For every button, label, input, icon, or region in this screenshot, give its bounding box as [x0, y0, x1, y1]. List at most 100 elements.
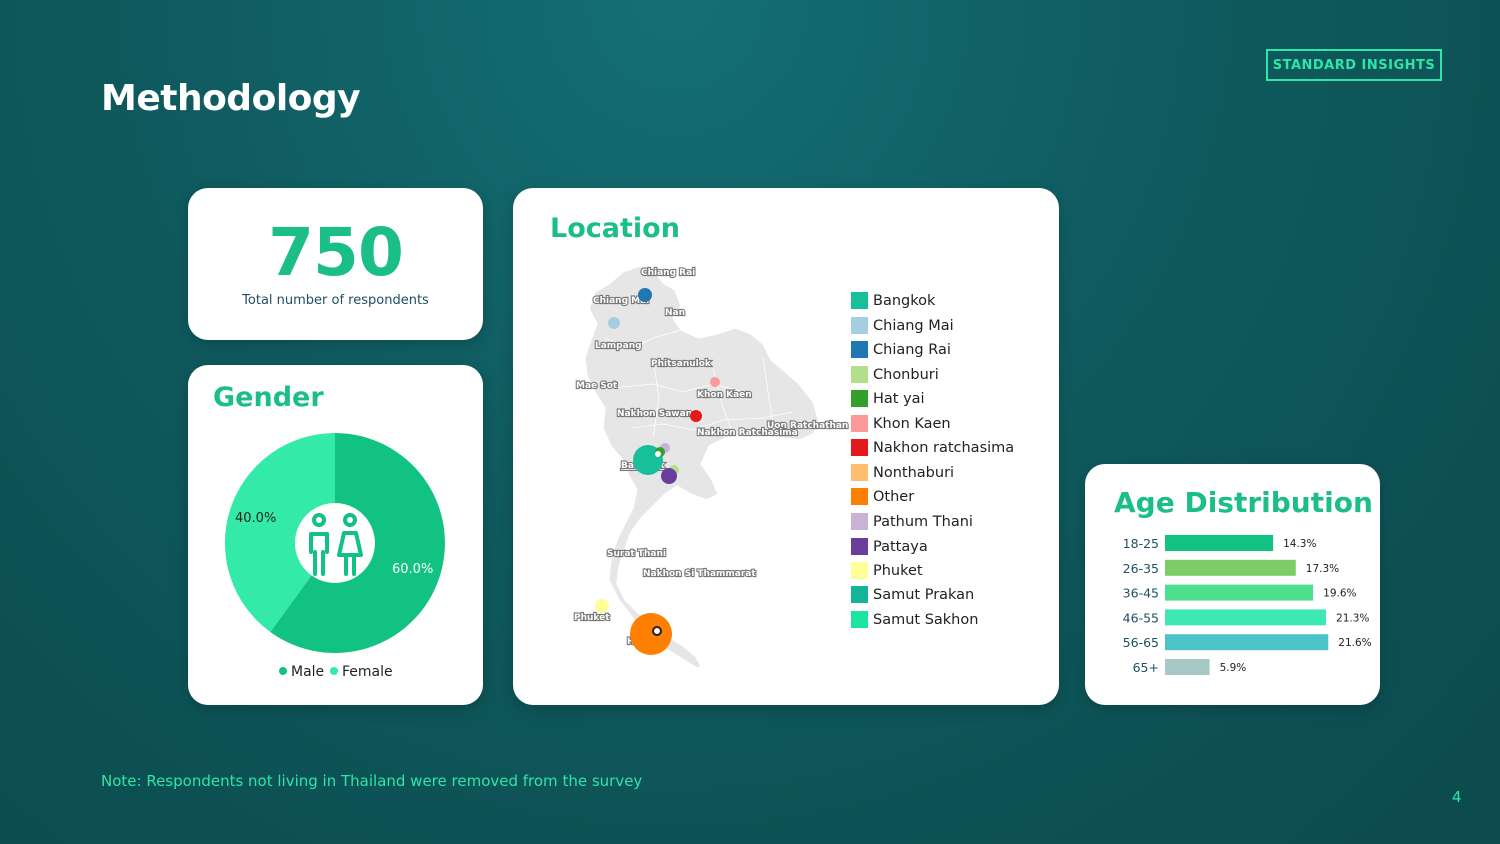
- province-borders: [604, 329, 794, 609]
- brand-badge: STANDARD INSIGHTS: [1266, 49, 1442, 81]
- map-label-ubon: Uon Ratchathan: [767, 421, 848, 431]
- map-label-surat-thani: Surat Thani: [607, 549, 666, 559]
- footnote: Note: Respondents not living in Thailand…: [101, 772, 643, 790]
- gender-slice-male: [270, 433, 445, 653]
- gender-label-female: 40.0%: [235, 511, 276, 526]
- legend-swatch: [851, 611, 868, 628]
- legend-label: Nakhon ratchasima: [873, 439, 1015, 456]
- legend-swatch: [851, 390, 868, 407]
- legend-item[interactable]: Chiang Rai: [851, 341, 951, 358]
- marker-khon-kaen[interactable]: [710, 377, 720, 387]
- map-label-phitsanulok: Phitsanulok: [651, 359, 712, 369]
- legend-label: Pattaya: [873, 538, 928, 555]
- gender-label-male: 60.0%: [392, 562, 433, 577]
- legend-label: Chiang Mai: [873, 317, 954, 334]
- map-label-chiang-rai: Chiang Rai: [641, 268, 695, 278]
- age-category-label: 18-25: [1123, 536, 1159, 551]
- gender-slice-female: [224, 433, 335, 632]
- legend-swatch: [851, 562, 868, 579]
- legend-label: Hat yai: [873, 390, 925, 407]
- marker-chiang-mai[interactable]: [608, 317, 620, 329]
- marker-chiang-rai[interactable]: [638, 288, 652, 302]
- gender-heading: Gender: [213, 382, 324, 413]
- map-label-nakhon-sawan: Nakhon Sawan: [617, 409, 692, 419]
- gender-donut-chart: 40.0% 60.0% Male Female: [224, 433, 445, 680]
- legend-item[interactable]: Pathum Thani: [851, 513, 973, 530]
- legend-item[interactable]: Other: [851, 488, 914, 505]
- legend-label: Chonburi: [873, 366, 939, 383]
- legend-item[interactable]: Samut Sakhon: [851, 611, 978, 628]
- legend-swatch: [851, 341, 868, 358]
- thailand-map: Chiang Rai Chiang Mai Nan Lampang Phitsa…: [573, 265, 849, 669]
- legend-female-dot: [330, 667, 338, 675]
- age-value-label: 21.6%: [1338, 637, 1371, 649]
- legend-item[interactable]: Bangkok: [851, 292, 935, 309]
- location-heading: Location: [550, 213, 680, 244]
- age-bar: [1165, 535, 1274, 551]
- map-label-nan: Nan: [665, 308, 685, 318]
- total-respondents-number: 750: [268, 214, 404, 291]
- legend-item[interactable]: Samut Prakan: [851, 586, 974, 603]
- legend-swatch: [851, 415, 868, 432]
- marker-phuket[interactable]: [595, 599, 609, 613]
- male-female-icon: [309, 513, 363, 576]
- legend-item[interactable]: Chiang Mai: [851, 317, 954, 334]
- marker-other[interactable]: [630, 613, 672, 655]
- age-value-label: 17.3%: [1306, 563, 1339, 575]
- legend-label: Chiang Rai: [873, 341, 951, 358]
- legend-item[interactable]: Nakhon ratchasima: [851, 439, 1014, 456]
- legend-item[interactable]: Khon Kaen: [851, 415, 951, 432]
- page-title: Methodology: [101, 78, 361, 119]
- legend-item[interactable]: Chonburi: [851, 366, 939, 383]
- age-category-label: 56-65: [1123, 635, 1159, 650]
- legend-male-dot: [279, 667, 287, 675]
- legend-swatch: [851, 464, 868, 481]
- legend-swatch: [851, 317, 868, 334]
- age-value-label: 19.6%: [1323, 588, 1356, 600]
- legend-label: Khon Kaen: [873, 415, 951, 432]
- legend-item[interactable]: Phuket: [851, 562, 923, 579]
- age-value-label: 5.9%: [1220, 662, 1247, 674]
- age-distribution-card: Age Distribution 18-25 14.3% 26-35 17.3% 36-…: [1085, 464, 1380, 705]
- legend-label: Samut Sakhon: [873, 611, 979, 628]
- total-respondents-caption: Total number of respondents: [242, 293, 429, 308]
- marker-hat-yai-pin: [652, 626, 662, 636]
- page-number: 4: [1452, 788, 1462, 806]
- legend-item[interactable]: Hat yai: [851, 390, 925, 407]
- legend-label: Samut Prakan: [873, 586, 975, 603]
- legend-label: Bangkok: [873, 292, 936, 309]
- age-bar-chart: 18-25 14.3% 26-35 17.3% 36-45 19.6% 46-55 21.3%…: [1123, 535, 1372, 675]
- age-value-label: 14.3%: [1283, 538, 1316, 550]
- age-bar: [1165, 559, 1296, 576]
- legend-item[interactable]: Nonthaburi: [851, 464, 954, 481]
- marker-pattaya[interactable]: [661, 468, 677, 484]
- legend-label: Phuket: [873, 562, 923, 579]
- age-bar: [1165, 634, 1329, 651]
- legend-swatch: [851, 488, 868, 505]
- age-category-label: 65+: [1133, 660, 1159, 675]
- map-label-chiang-mai: Chiang Mai: [593, 296, 649, 306]
- map-label-phuket: Phuket: [574, 613, 610, 623]
- map-label-lampang: Lampang: [595, 341, 642, 351]
- legend-swatch: [851, 366, 868, 383]
- age-heading: Age Distribution: [1114, 486, 1373, 519]
- age-bar: [1165, 609, 1327, 626]
- legend-female-label: Female: [342, 664, 393, 680]
- legend-swatch: [851, 513, 868, 530]
- gender-card: Gender 40.0% 60.0% Male Female: [188, 365, 483, 705]
- map-label-mae-sot: Mae Sot: [576, 381, 618, 391]
- legend-item[interactable]: Pattaya: [851, 538, 928, 555]
- age-bar: [1165, 659, 1210, 675]
- legend-label: Pathum Thani: [873, 513, 973, 530]
- map-label-nakhon-si-thammarat: Nakhon Si Thammarat: [643, 569, 756, 579]
- legend-swatch: [851, 586, 868, 603]
- map-label-khon-kaen: Khon Kaen: [697, 390, 752, 400]
- location-card: Location Chiang Rai Chiang Mai Nan Lampa…: [513, 188, 1059, 705]
- legend-male-label: Male: [291, 664, 324, 680]
- age-category-label: 36-45: [1123, 586, 1159, 601]
- thailand-shape: [584, 265, 820, 669]
- legend-swatch: [851, 292, 868, 309]
- marker-nakhon-ratchasima[interactable]: [690, 410, 702, 422]
- legend-label: Other: [873, 488, 915, 505]
- total-respondents-card: 750 Total number of respondents: [188, 188, 483, 340]
